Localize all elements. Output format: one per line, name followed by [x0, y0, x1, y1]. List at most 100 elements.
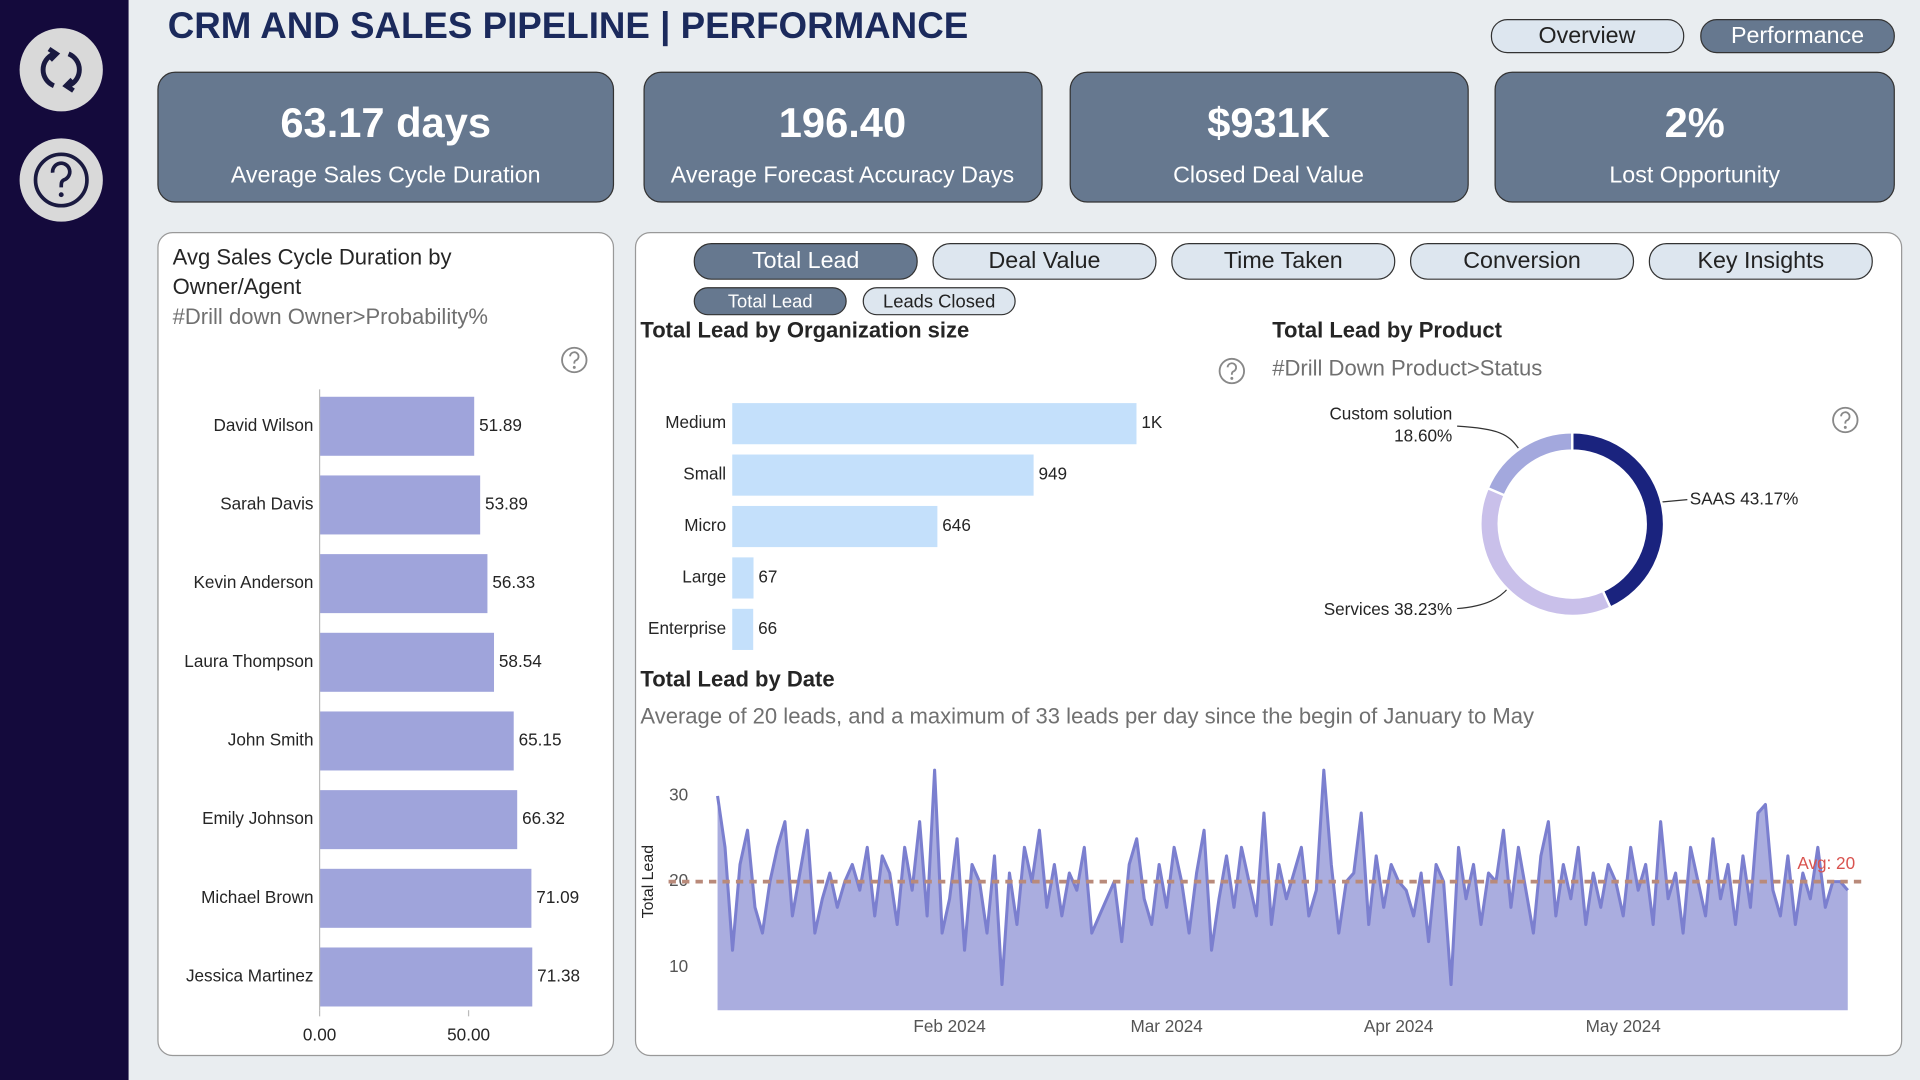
tab-label[interactable]: Key Insights: [1697, 247, 1824, 273]
agent-title-box: Avg Sales Cycle Duration by Owner/Agent: [172, 244, 452, 299]
help-icon-dot: [1843, 425, 1847, 429]
kpi-value: 2%: [1665, 99, 1725, 146]
category-label: Laura Thompson: [184, 651, 313, 671]
help-icon: [1218, 357, 1245, 385]
segment-label: SAAS 43.17%: [1690, 488, 1799, 508]
bar: [732, 454, 1034, 496]
help-button[interactable]: [19, 138, 103, 222]
category-label: Micro: [684, 515, 726, 535]
segment-name: Services: [1324, 598, 1390, 618]
chart-title: Total Lead by Organization size: [640, 318, 969, 343]
category-label: Emily Johnson: [202, 808, 313, 828]
help-icons: [561, 346, 1859, 434]
y-axis-label: Total Lead: [640, 845, 657, 918]
category-label: Michael Brown: [201, 887, 313, 907]
subtab-active[interactable]: [693, 287, 847, 316]
chart-title: Total Lead by Product: [1272, 318, 1502, 343]
segment-name: SAAS: [1690, 488, 1736, 508]
bar: [732, 557, 754, 599]
help-icon-glyph: [569, 351, 580, 364]
tab-active[interactable]: [693, 243, 918, 280]
value-label: 646: [942, 515, 971, 535]
value-label: 1K: [1141, 412, 1163, 432]
leader-line: [1661, 498, 1688, 503]
chart-subtitle: #Drill Down Product>Status: [1272, 356, 1542, 381]
help-icon-dot[interactable]: [58, 192, 64, 198]
donut-segment: [1486, 431, 1574, 497]
value-label: 58.54: [499, 651, 542, 671]
bar: [319, 947, 533, 1007]
value-label: 51.89: [479, 415, 522, 435]
tab[interactable]: [1171, 243, 1396, 280]
area-fill: [717, 770, 1848, 1011]
y-tick-label: 30: [669, 784, 688, 804]
segment-label: Services 38.23%: [1324, 598, 1453, 618]
help-icon-dot: [1230, 376, 1234, 380]
bar: [319, 868, 532, 928]
subtab-label[interactable]: Total Lead: [728, 290, 813, 311]
bar: [319, 790, 518, 850]
tab-label[interactable]: Conversion: [1463, 247, 1581, 273]
kpi-label: Average Sales Cycle Duration: [231, 161, 541, 187]
tab-label[interactable]: Deal Value: [988, 247, 1100, 273]
help-icon-dot: [572, 365, 576, 369]
kpi-card: 2% Lost Opportunity: [1494, 71, 1895, 203]
value-label: 71.09: [536, 887, 579, 907]
subtab[interactable]: [862, 287, 1016, 316]
tab[interactable]: [1410, 243, 1635, 280]
nav-label[interactable]: Performance: [1731, 22, 1864, 48]
x-tick-label: 0.00: [303, 1024, 336, 1044]
kpi-card-bg: [157, 71, 615, 203]
leader-line: [1457, 425, 1519, 449]
segment-value: 43.17%: [1740, 488, 1798, 508]
kpi-label: Lost Opportunity: [1609, 161, 1780, 187]
tab[interactable]: [932, 243, 1157, 280]
nav-button[interactable]: [1490, 18, 1685, 54]
help-icon-glyph: [1226, 362, 1238, 375]
category-label: Large: [682, 566, 726, 586]
x-tick-label: 50.00: [447, 1024, 490, 1044]
kpi-card: $931K Closed Deal Value: [1069, 71, 1469, 203]
chart-subtitle: #Drill down Owner>Probability%: [173, 304, 488, 329]
page-title: CRM AND SALES PIPELINE | PERFORMANCE: [168, 5, 968, 47]
category-label: David Wilson: [214, 415, 314, 435]
refresh-icon-bg[interactable]: [19, 28, 103, 112]
value-label: 71.38: [537, 966, 580, 986]
kpi-label: Closed Deal Value: [1173, 161, 1364, 187]
nav-button-active[interactable]: [1700, 18, 1895, 54]
bar: [319, 632, 495, 692]
tab[interactable]: [1648, 243, 1873, 280]
help-icon-ring[interactable]: [33, 152, 89, 208]
category-label: Sarah Davis: [220, 493, 313, 513]
refresh-button[interactable]: [19, 28, 103, 112]
help-icon: [1832, 406, 1859, 434]
nav-label[interactable]: Overview: [1538, 22, 1635, 48]
kpi-value: 63.17 days: [280, 99, 491, 146]
category-label: John Smith: [228, 730, 314, 750]
bar: [732, 403, 1137, 445]
chart-title: Total Lead by Date: [640, 667, 834, 692]
kpi-card-bg: [1069, 71, 1469, 203]
chart-title: Avg Sales Cycle Duration by Owner/Agent: [172, 244, 452, 299]
chart-subtitle: Average of 20 leads, and a maximum of 33…: [640, 703, 1534, 728]
tab-label[interactable]: Time Taken: [1224, 247, 1343, 273]
value-label: 949: [1038, 464, 1067, 484]
help-icon-glyph[interactable]: [50, 161, 72, 188]
bar: [319, 475, 481, 535]
category-label: Jessica Martinez: [186, 966, 314, 986]
y-tick-label: 10: [669, 956, 688, 976]
kpi-card: 196.40 Average Forecast Accuracy Days: [643, 71, 1043, 203]
tab-label[interactable]: Total Lead: [752, 247, 859, 273]
kpi-value: $931K: [1207, 99, 1330, 146]
category-label: Enterprise: [648, 618, 726, 638]
value-label: 67: [758, 566, 777, 586]
subtab-label[interactable]: Leads Closed: [883, 290, 995, 311]
bar: [319, 554, 488, 614]
refresh-icon[interactable]: [40, 46, 82, 93]
segment-name: Custom solution: [1329, 404, 1452, 424]
leader-line: [1457, 587, 1510, 610]
kpi-label: Average Forecast Accuracy Days: [671, 161, 1014, 187]
category-label: Kevin Anderson: [194, 572, 314, 592]
